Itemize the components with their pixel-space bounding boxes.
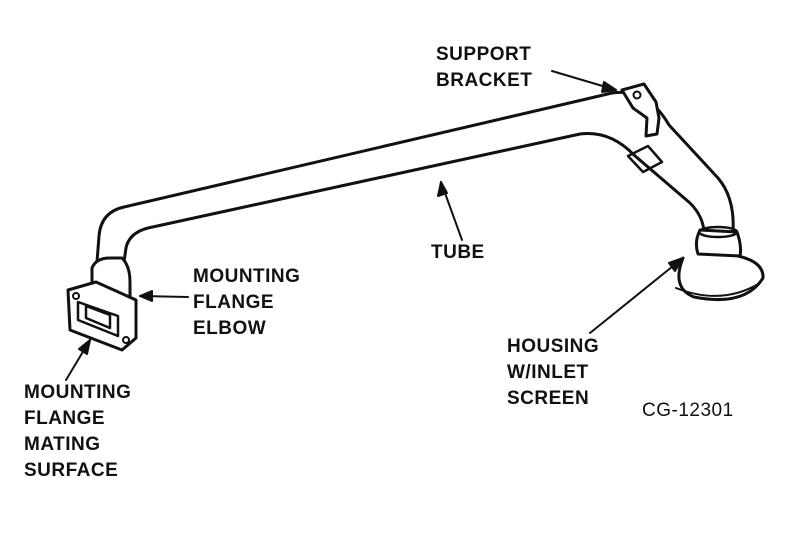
label-line: SUPPORT [436, 44, 532, 65]
figure-code: CG-12301 [642, 398, 734, 424]
label-support-bracket: SUPPORT BRACKET [436, 42, 532, 94]
label-line: SCREEN [507, 388, 590, 409]
label-line: FLANGE [193, 292, 275, 313]
support-bracket [620, 82, 661, 138]
housing-top-ring [697, 225, 739, 239]
mounting-flange-bolt-hole [122, 336, 130, 344]
label-tube: TUBE [431, 240, 485, 266]
inlet-screen [677, 254, 765, 301]
tube-clip [626, 144, 664, 174]
mounting-flange-bolt-hole [72, 292, 80, 300]
arrowhead-elbow [139, 290, 153, 302]
label-housing-inlet-screen: HOUSING W/INLET SCREEN [507, 334, 599, 412]
label-line: MOUNTING [24, 382, 132, 403]
arrowhead-housing [668, 257, 684, 272]
arrowhead-mating-surface [78, 339, 91, 355]
label-line: ELBOW [193, 318, 267, 339]
mounting-flange-port [84, 304, 112, 330]
arrowhead-support-bracket [601, 81, 617, 93]
support-bracket-hole [632, 90, 642, 100]
label-mounting-flange-elbow: MOUNTING FLANGE ELBOW [193, 264, 300, 342]
label-mounting-flange-mating-surface: MOUNTING FLANGE MATING SURFACE [24, 380, 131, 484]
arrowhead-tube [437, 181, 448, 197]
label-line: FLANGE [24, 408, 106, 429]
label-line: W/INLET [507, 362, 589, 383]
tube-outline-lower [122, 131, 706, 264]
label-line: BRACKET [436, 70, 533, 91]
label-line: TUBE [431, 242, 485, 263]
label-line: SURFACE [24, 460, 119, 481]
mounting-flange-face [76, 300, 120, 338]
inlet-screen-rim [675, 282, 761, 297]
leader-housing [589, 257, 684, 334]
figure-code-text: CG-12301 [642, 400, 734, 421]
label-line: HOUSING [507, 336, 600, 357]
label-line: MATING [24, 434, 101, 455]
tube-outline-upper [95, 90, 735, 264]
label-line: MOUNTING [193, 266, 301, 287]
